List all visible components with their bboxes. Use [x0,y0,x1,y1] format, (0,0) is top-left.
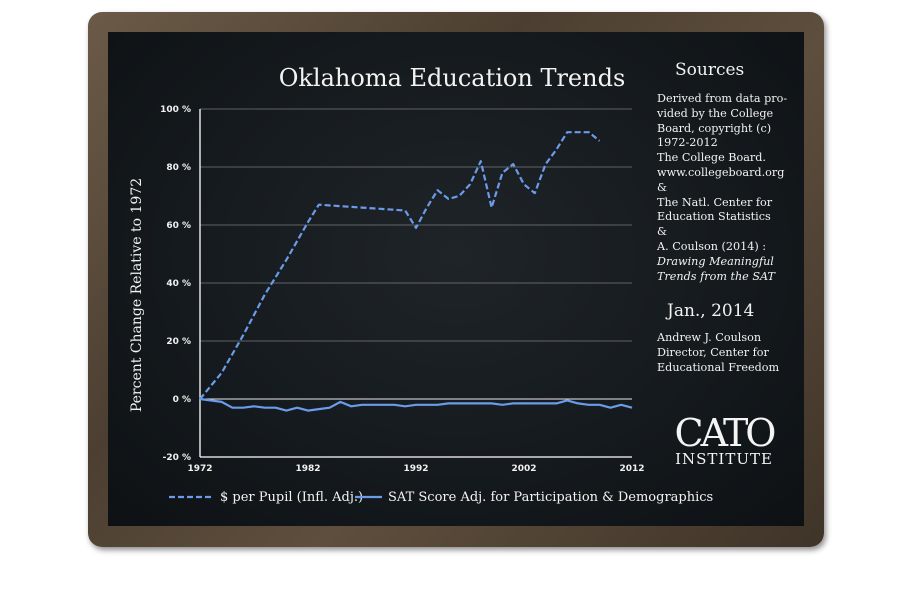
sources-line: & [657,225,667,239]
sources-line: A. Coulson (2014) : [657,239,767,253]
x-tick-label: 2002 [511,464,536,474]
sources-line: vided by the College [657,106,774,120]
cato-logo: CATO INSTITUTE [664,411,784,468]
y-axis-label: Percent Change Relative to 1972 [129,178,145,412]
y-tick-label: 20 % [166,337,191,347]
cato-logo-subword: INSTITUTE [675,450,773,468]
sources-line: The College Board. [657,151,766,165]
sources-text: Derived from data pro-vided by the Colle… [657,92,797,284]
y-tick-label: 100 % [160,105,191,115]
legend: $ per Pupil (Infl. Adj.) SAT Score Adj. f… [169,490,713,505]
chart-title: Oklahoma Education Trends [279,64,626,92]
y-tick-label: 60 % [166,221,191,231]
sources-line: & [657,180,667,194]
sources-title-italic: Trends from the SAT [657,269,775,283]
legend-label-sat: SAT Score Adj. for Participation & Demog… [388,490,713,505]
gridlines [200,108,632,400]
author-line: Educational Freedom [657,360,780,374]
y-tick-label: 40 % [166,279,191,289]
sources-line: Board, copyright (c) [657,121,772,135]
x-tick-label: 1992 [403,464,428,474]
author-credit: Andrew J. Coulson Director, Center for Edu… [657,331,797,375]
author-line: Andrew J. Coulson [657,331,762,345]
sources-line: The Natl. Center for [657,195,773,209]
x-tick-label: 1972 [187,464,212,474]
sources-title-italic: Drawing Meaningful [657,254,774,268]
x-tick-label: 2012 [619,464,644,474]
tick-labels: 100 % 80 % 60 % 40 % 20 % 0 % -20 %1972 1982 199… [160,105,644,474]
y-tick-label: -20 % [163,453,191,463]
series-line-sat [199,397,633,412]
x-tick-label: 1982 [295,464,320,474]
sources-line: Education Statistics [657,210,771,224]
sources-line: 1972-2012 [657,136,718,150]
y-tick-label: 80 % [166,163,191,173]
sources-title: Sources [675,60,745,80]
publication-date: Jan., 2014 [667,301,755,322]
sources-line: Derived from data pro- [657,92,788,105]
author-line: Director, Center for [657,346,769,360]
chalkboard [108,32,804,526]
sources-line: www.collegeboard.org [657,165,785,179]
series-lines [199,131,633,412]
series-line-spending [199,131,601,400]
y-tick-label: 0 % [173,395,191,405]
sources-panel: Sources Derived from data pro-vided by t… [657,60,797,376]
legend-label-spending: $ per Pupil (Infl. Adj.) [220,490,363,505]
cato-logo-word: CATO [674,411,777,455]
